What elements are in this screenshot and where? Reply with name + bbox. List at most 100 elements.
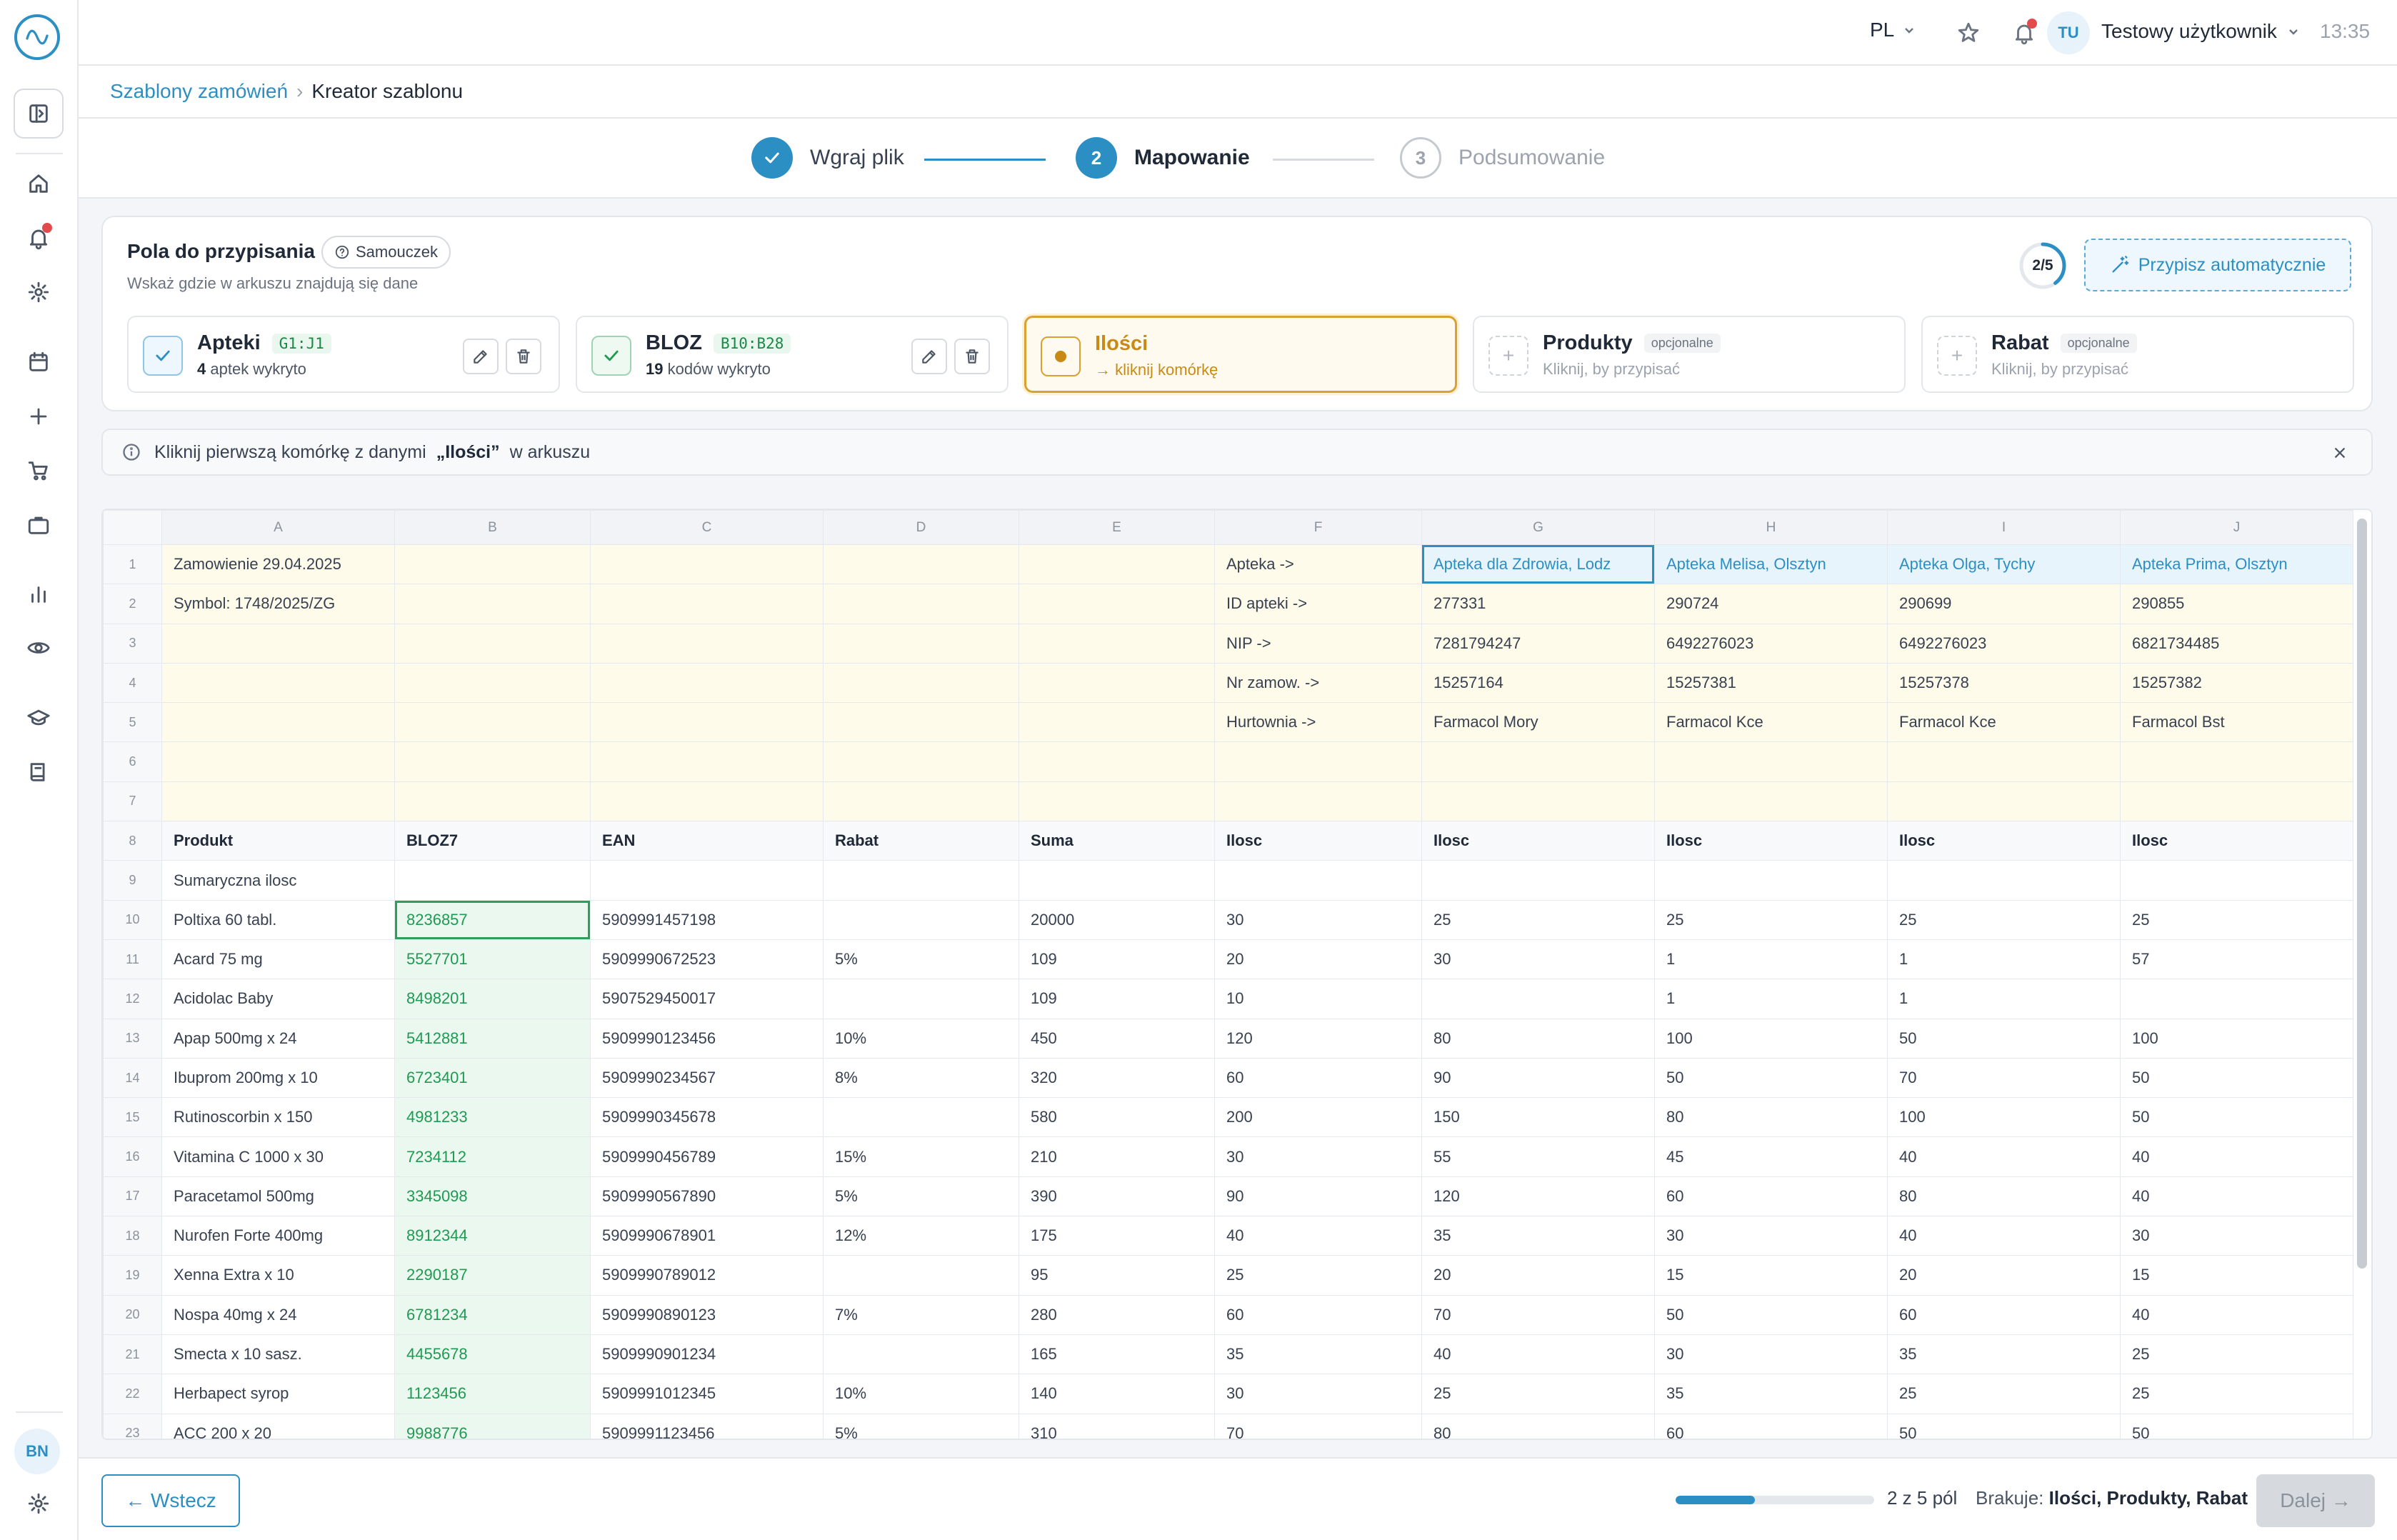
sheet-cell[interactable] xyxy=(1421,860,1655,901)
sheet-cell[interactable]: 30 xyxy=(1421,939,1655,980)
column-header[interactable]: I xyxy=(1887,510,2121,545)
sheet-cell[interactable]: 20 xyxy=(1887,1255,2121,1296)
sheet-cell[interactable]: 5909990789012 xyxy=(590,1255,824,1296)
sheet-cell[interactable]: 12% xyxy=(823,1216,1019,1256)
sheet-cell[interactable] xyxy=(823,860,1019,901)
sheet-cell[interactable]: 9988776 xyxy=(394,1413,591,1439)
sheet-cell[interactable]: 30 xyxy=(1654,1216,1888,1256)
sheet-cell[interactable]: 10 xyxy=(1214,979,1422,1019)
sheet-cell[interactable]: 5907529450017 xyxy=(590,979,824,1019)
sheet-cell[interactable]: 5909991012345 xyxy=(590,1374,824,1414)
sheet-cell[interactable] xyxy=(590,860,824,901)
sheet-cell[interactable] xyxy=(1019,662,1215,704)
sheet-cell[interactable]: Farmacol Mory xyxy=(1421,702,1655,743)
sheet-cell[interactable] xyxy=(823,1097,1019,1138)
edit-icon[interactable] xyxy=(463,339,499,374)
next-button[interactable]: Dalej → xyxy=(2256,1474,2375,1527)
sheet-cell[interactable] xyxy=(1019,781,1215,822)
sheet-cell[interactable]: 1123456 xyxy=(394,1374,591,1414)
column-header[interactable]: C xyxy=(590,510,824,545)
sheet-cell[interactable] xyxy=(394,662,591,704)
sheet-cell[interactable]: Rabat xyxy=(823,821,1019,861)
sheet-cell[interactable] xyxy=(1654,741,1888,782)
sheet-cell[interactable]: Sumaryczna ilosc xyxy=(161,860,395,901)
sheet-cell[interactable]: 150 xyxy=(1421,1097,1655,1138)
avatar[interactable]: TU xyxy=(2047,11,2090,54)
sheet-cell[interactable]: 3345098 xyxy=(394,1176,591,1217)
sheet-cell[interactable] xyxy=(823,741,1019,782)
sheet-cell[interactable]: 5909990901234 xyxy=(590,1334,824,1375)
sheet-cell[interactable]: 5909990890123 xyxy=(590,1294,824,1335)
sheet-cell[interactable]: Ilosc xyxy=(1214,821,1422,861)
sheet-cell[interactable]: 80 xyxy=(1421,1413,1655,1439)
sheet-cell[interactable] xyxy=(1214,860,1422,901)
sheet-cell[interactable]: 5% xyxy=(823,939,1019,980)
sheet-cell[interactable]: 1 xyxy=(1654,939,1888,980)
sheet-cell[interactable]: 4981233 xyxy=(394,1097,591,1138)
sheet-cell[interactable] xyxy=(394,702,591,743)
sheet-cell[interactable]: Paracetamol 500mg xyxy=(161,1176,395,1217)
sheet-cell[interactable]: NIP -> xyxy=(1214,623,1422,664)
briefcase-icon[interactable] xyxy=(14,500,64,550)
sheet-cell[interactable]: 8912344 xyxy=(394,1216,591,1256)
sheet-cell[interactable] xyxy=(2120,860,2353,901)
sheet-cell[interactable]: EAN xyxy=(590,821,824,861)
sheet-cell[interactable] xyxy=(394,623,591,664)
sheet-cell[interactable] xyxy=(1887,781,2121,822)
field-card-bloz[interactable]: BLOZ B10:B28 19 kodów wykryto xyxy=(576,316,1009,393)
sheet-cell[interactable] xyxy=(1887,860,2121,901)
sheet-cell[interactable]: 35 xyxy=(1421,1216,1655,1256)
sheet-cell[interactable]: 40 xyxy=(2120,1136,2353,1177)
sheet-cell[interactable] xyxy=(1887,741,2121,782)
scrollbar[interactable] xyxy=(2357,519,2367,1269)
sheet-cell[interactable] xyxy=(1421,781,1655,822)
sheet-cell[interactable]: 140 xyxy=(1019,1374,1215,1414)
auto-assign-button[interactable]: Przypisz automatycznie xyxy=(2084,239,2351,291)
sheet-cell[interactable]: Produkt xyxy=(161,821,395,861)
sheet-cell[interactable]: 5909990678901 xyxy=(590,1216,824,1256)
bell-icon[interactable] xyxy=(14,213,64,263)
sheet-cell[interactable]: 40 xyxy=(2120,1176,2353,1217)
sheet-cell[interactable]: 5909990123456 xyxy=(590,1018,824,1059)
sheet-cell[interactable]: 210 xyxy=(1019,1136,1215,1177)
sheet-cell[interactable]: 6723401 xyxy=(394,1057,591,1099)
sheet-cell[interactable]: 20 xyxy=(1214,939,1422,980)
sheet-cell[interactable] xyxy=(823,1255,1019,1296)
sheet-cell[interactable] xyxy=(1214,781,1422,822)
sheet-cell[interactable]: 5909990567890 xyxy=(590,1176,824,1217)
sheet-cell[interactable]: 5412881 xyxy=(394,1018,591,1059)
trash-icon[interactable] xyxy=(954,339,990,374)
gear-icon[interactable] xyxy=(14,267,64,317)
sheet-cell[interactable]: 2290187 xyxy=(394,1255,591,1296)
sheet-cell[interactable]: 50 xyxy=(1887,1018,2121,1059)
sheet-cell[interactable] xyxy=(161,662,395,704)
sheet-cell[interactable] xyxy=(161,702,395,743)
sheet-cell[interactable]: 30 xyxy=(1654,1334,1888,1375)
sheet-cell[interactable]: 40 xyxy=(1214,1216,1422,1256)
sheet-cell[interactable]: 60 xyxy=(1214,1057,1422,1099)
sheet-cell[interactable]: 25 xyxy=(1214,1255,1422,1296)
edit-icon[interactable] xyxy=(911,339,947,374)
sheet-cell[interactable]: 25 xyxy=(2120,1334,2353,1375)
sheet-cell[interactable]: Apteka dla Zdrowia, Lodz xyxy=(1421,544,1655,585)
sheet-cell[interactable]: 90 xyxy=(1421,1057,1655,1099)
sheet-cell[interactable]: 1 xyxy=(1887,979,2121,1019)
sidebar-toggle-icon[interactable] xyxy=(14,89,64,139)
sheet-cell[interactable]: Apteka -> xyxy=(1214,544,1422,585)
column-header[interactable]: H xyxy=(1654,510,1888,545)
sheet-cell[interactable]: 55 xyxy=(1421,1136,1655,1177)
sheet-cell[interactable]: Ibuprom 200mg x 10 xyxy=(161,1057,395,1099)
sheet-cell[interactable] xyxy=(161,741,395,782)
sheet-cell[interactable]: 120 xyxy=(1421,1176,1655,1217)
sheet-cell[interactable]: 165 xyxy=(1019,1334,1215,1375)
sheet-cell[interactable] xyxy=(823,623,1019,664)
sheet-cell[interactable]: 15257164 xyxy=(1421,662,1655,704)
sheet-cell[interactable]: 25 xyxy=(1887,1374,2121,1414)
sheet-cell[interactable]: Hurtownia -> xyxy=(1214,702,1422,743)
sheet-cell[interactable] xyxy=(590,623,824,664)
bell-icon[interactable] xyxy=(2007,16,2041,50)
sheet-cell[interactable]: 30 xyxy=(1214,899,1422,940)
sheet-cell[interactable] xyxy=(1421,741,1655,782)
sheet-cell[interactable]: 35 xyxy=(1654,1374,1888,1414)
sheet-cell[interactable]: 120 xyxy=(1214,1018,1422,1059)
